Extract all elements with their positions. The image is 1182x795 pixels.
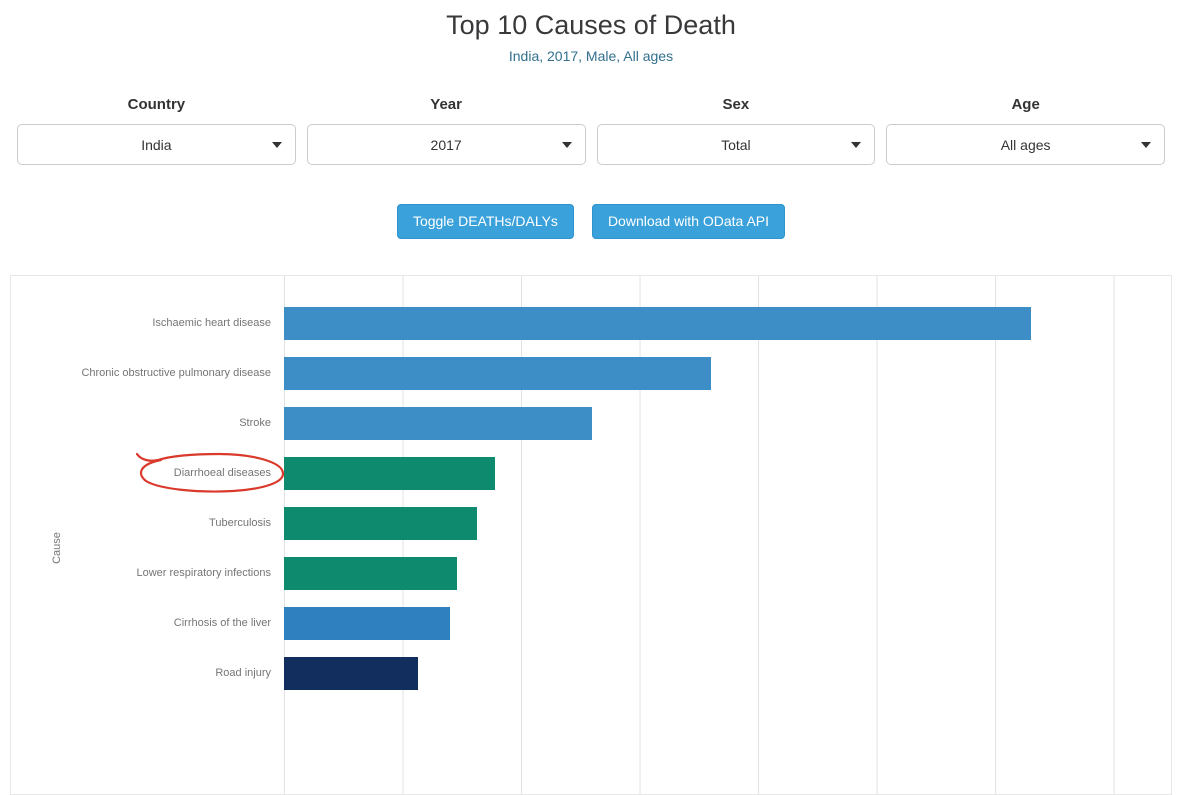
chevron-down-icon bbox=[1141, 141, 1151, 148]
bar[interactable] bbox=[284, 406, 593, 440]
chevron-down-icon bbox=[271, 141, 282, 148]
chart-rows: Ischaemic heart disease Chronic obstructi… bbox=[11, 276, 1171, 698]
bar[interactable] bbox=[284, 456, 495, 490]
chart-row: Cirrhosis of the liver bbox=[11, 598, 1161, 648]
chevron-down-icon bbox=[851, 141, 862, 148]
bar-track bbox=[284, 356, 1161, 390]
chart-row: Ischaemic heart disease bbox=[11, 298, 1161, 348]
age-filter-label: Age bbox=[1011, 96, 1040, 113]
filter-bar: Country India Year 2017 Sex Total Age Al… bbox=[0, 96, 1182, 165]
year-select-value: 2017 bbox=[430, 136, 462, 153]
bar-category-label: Cirrhosis of the liver bbox=[173, 617, 271, 629]
chart-row: Tuberculosis bbox=[11, 498, 1161, 548]
bar[interactable] bbox=[284, 606, 450, 640]
chart-row: Stroke bbox=[11, 398, 1161, 448]
bar-track bbox=[284, 306, 1161, 340]
chart-row: Chronic obstructive pulmonary disease bbox=[11, 348, 1161, 398]
bar-track bbox=[284, 556, 1161, 590]
chevron-down-icon bbox=[561, 141, 572, 148]
year-select[interactable]: 2017 bbox=[306, 124, 586, 165]
bar-category-label: Diarrhoeal diseases bbox=[173, 467, 271, 479]
bar-category-label: Chronic obstructive pulmonary disease bbox=[81, 367, 271, 379]
sex-filter-label: Sex bbox=[722, 96, 750, 113]
chart-panel: Cause Ischaemic heart disease Chronic obs… bbox=[10, 275, 1172, 795]
action-buttons: Toggle DEATHs/DALYs Download with OData … bbox=[0, 204, 1182, 239]
download-odata-api-button[interactable]: Download with OData API bbox=[591, 204, 786, 239]
bar-category-label: Lower respiratory infections bbox=[136, 567, 271, 579]
sex-select-value: Total bbox=[721, 136, 751, 153]
bar-track bbox=[284, 406, 1161, 440]
year-filter-label: Year bbox=[430, 96, 462, 113]
bar-category-label: Ischaemic heart disease bbox=[152, 317, 271, 329]
bar[interactable] bbox=[284, 556, 458, 590]
bar[interactable] bbox=[284, 656, 418, 690]
age-select-value: All ages bbox=[1000, 136, 1051, 153]
bar-track bbox=[284, 456, 1161, 490]
bar[interactable] bbox=[284, 306, 1031, 340]
page-title: Top 10 Causes of Death bbox=[446, 10, 736, 40]
filter-age: Age All ages bbox=[886, 96, 1165, 165]
bar[interactable] bbox=[284, 506, 478, 540]
bar-category-label: Stroke bbox=[239, 417, 271, 429]
country-select[interactable]: India bbox=[17, 124, 296, 165]
page-subtitle: India, 2017, Male, All ages bbox=[508, 48, 674, 64]
country-filter-label: Country bbox=[127, 96, 186, 113]
age-select[interactable]: All ages bbox=[886, 124, 1165, 165]
filter-year: Year 2017 bbox=[306, 96, 586, 165]
filter-country: Country India bbox=[17, 96, 296, 165]
filter-sex: Sex Total bbox=[596, 96, 876, 165]
chart-row: Lower respiratory infections bbox=[11, 548, 1161, 598]
bar-category-label: Tuberculosis bbox=[209, 517, 271, 529]
bar-track bbox=[284, 656, 1161, 690]
toggle-deaths-dalys-button[interactable]: Toggle DEATHs/DALYs bbox=[396, 204, 574, 239]
country-select-value: India bbox=[141, 136, 172, 153]
bar-category-label: Road injury bbox=[215, 667, 271, 679]
bar-track bbox=[284, 506, 1161, 540]
bar-track bbox=[284, 606, 1161, 640]
chart-row: Diarrhoeal diseases bbox=[11, 448, 1161, 498]
bar[interactable] bbox=[284, 356, 711, 390]
page-header: Top 10 Causes of Death India, 2017, Male… bbox=[0, 0, 1182, 64]
chart-row: Road injury bbox=[11, 648, 1161, 698]
sex-select[interactable]: Total bbox=[596, 124, 876, 165]
